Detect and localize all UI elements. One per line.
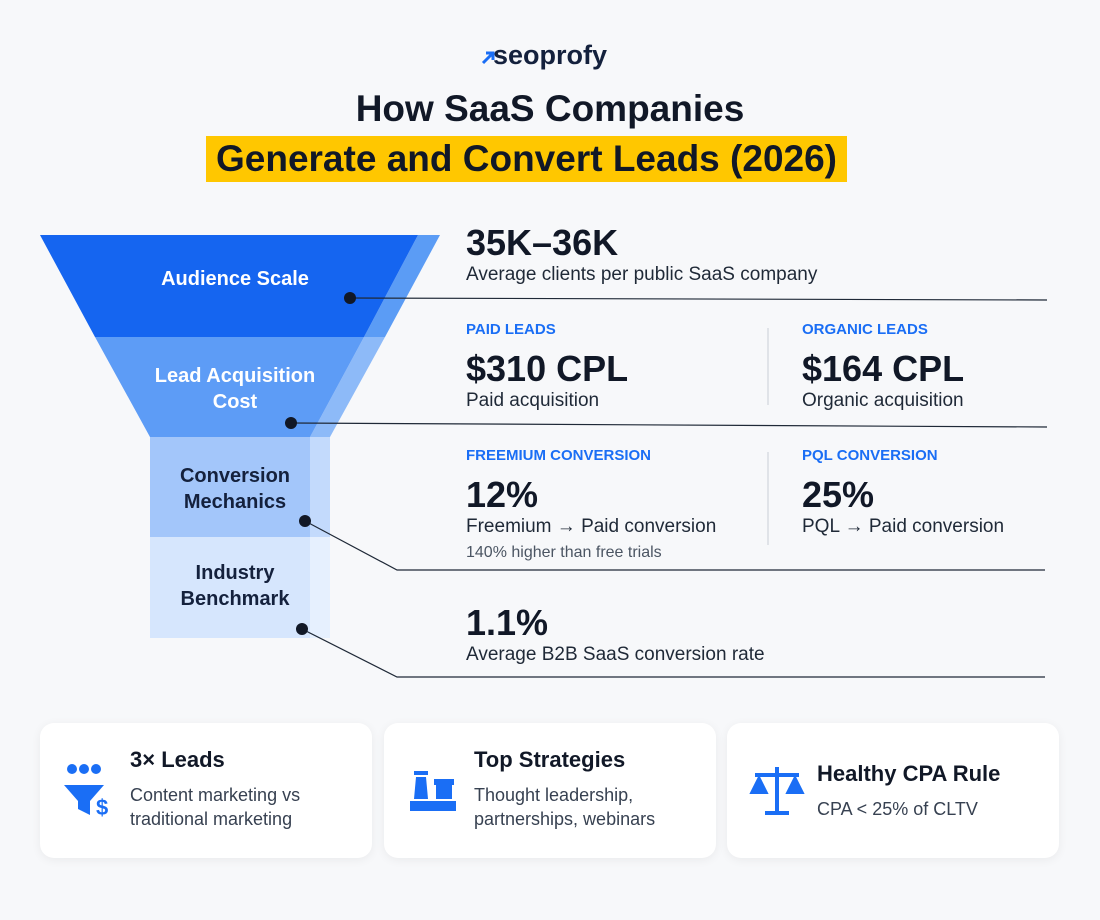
stat-caption: Average clients per public SaaS company	[466, 264, 818, 285]
funnel-stage	[150, 437, 310, 537]
leader-line	[301, 628, 1045, 678]
funnel-label: Audience Scale	[161, 268, 309, 290]
stat-caption: PQL → Paid conversion	[802, 516, 1005, 537]
stat-label: PQL CONVERSION	[802, 447, 938, 464]
card-text: Thought leadership, partnerships, webina…	[474, 785, 656, 829]
dot	[285, 417, 297, 429]
card-text: CPA < 25% of CLTV	[817, 799, 978, 819]
card-title: Healthy CPA Rule	[817, 761, 1001, 786]
stat-value: $310 CPL	[466, 348, 629, 389]
leader-line	[290, 422, 1048, 428]
funnel-side	[310, 337, 385, 437]
stat-value: 1.1%	[466, 602, 549, 643]
funnel-label: Industry Benchmark	[180, 562, 290, 610]
card: Healthy CPA Rule CPA < 25% of CLTV	[727, 723, 1059, 858]
title-highlight: Generate and Convert Leads (2026)	[206, 136, 847, 182]
stat-caption: Organic acquisition	[802, 390, 964, 411]
card: $ 3× Leads Content marketing vs traditio…	[40, 723, 372, 858]
brand: seoprofy	[492, 40, 608, 70]
funnel-stage	[95, 337, 364, 437]
stat-caption: Freemium → Paid conversion	[466, 516, 717, 537]
funnel-label: Lead Acquisition Cost	[154, 365, 316, 413]
leader-line	[349, 297, 1048, 301]
stat-label: PAID LEADS	[466, 321, 556, 338]
card-title: Top Strategies	[474, 747, 626, 772]
brand-icon	[481, 51, 495, 65]
stat-label: ORGANIC LEADS	[802, 321, 928, 338]
dot	[344, 292, 356, 304]
stat-value: 25%	[802, 474, 875, 515]
funnel-label: Conversion Mechanics	[179, 465, 291, 513]
dot	[296, 623, 308, 635]
funnel-side	[364, 235, 440, 337]
funnel-stage	[150, 537, 310, 638]
funnel-side	[310, 537, 330, 638]
card-icon: $	[64, 764, 108, 819]
stat-value: 12%	[466, 474, 539, 515]
leader-line	[304, 520, 1045, 571]
card-icon	[749, 767, 805, 815]
svg-text:$: $	[96, 795, 108, 819]
card-title: 3× Leads	[130, 747, 225, 772]
stat-caption: Average B2B SaaS conversion rate	[466, 644, 765, 665]
dot	[299, 515, 311, 527]
stat-value: 35K–36K	[466, 222, 619, 263]
stat-value: $164 CPL	[802, 348, 965, 389]
funnel-stage	[40, 235, 418, 337]
card-text: Content marketing vs traditional marketi…	[130, 785, 301, 829]
stat-caption: Paid acquisition	[466, 390, 600, 411]
title-line: How SaaS Companies	[355, 88, 745, 129]
funnel-side	[310, 437, 330, 537]
stat-label: FREEMIUM CONVERSION	[466, 447, 652, 464]
stat-note: 140% higher than free trials	[466, 544, 662, 561]
card-icon	[410, 771, 456, 811]
card: Top Strategies Thought leadership, partn…	[384, 723, 716, 858]
